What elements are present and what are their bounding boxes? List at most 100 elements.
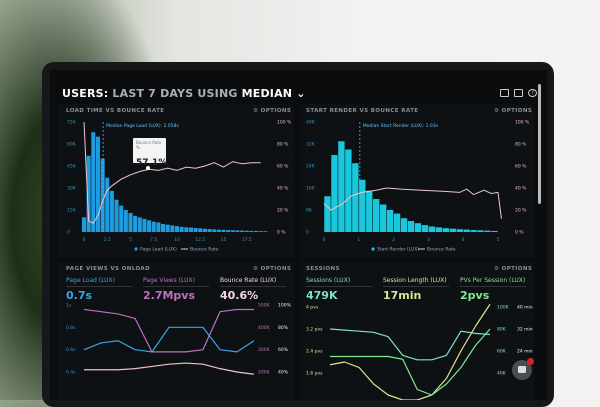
x-tick-label: 5	[497, 237, 500, 243]
share-icon[interactable]	[514, 89, 523, 97]
legend-label: Page Load (LUX)	[140, 247, 177, 253]
x-tick-label: 2	[392, 237, 395, 243]
options-button[interactable]: ⚙ OPTIONS	[494, 266, 533, 272]
notification-badge	[527, 358, 534, 365]
histogram-bar	[366, 190, 373, 232]
scrollbar[interactable]	[538, 84, 541, 204]
stat-label: Bounce Rate (LUX)	[220, 277, 286, 287]
x-tick-label: 17.5	[242, 237, 252, 243]
stat-value: 0.7s	[66, 289, 93, 302]
y-tick-label: 0.6s	[66, 347, 76, 353]
x-tick-label: 15	[221, 237, 227, 243]
stat-value: 2.7Mpvs	[143, 289, 196, 302]
title-using: USING	[197, 87, 238, 100]
histogram-bar	[193, 228, 198, 232]
histogram-bar	[156, 222, 161, 232]
histogram-bar	[207, 229, 212, 232]
histogram-bar	[216, 229, 221, 232]
y3-tick-label: 80%	[278, 325, 289, 331]
y-tick-label: 1.6 pvs	[306, 371, 323, 377]
y-tick-label: 15K	[67, 208, 77, 214]
histogram-bar	[86, 155, 91, 232]
y2-tick-label: 100 %	[515, 120, 530, 126]
histogram-bar	[254, 230, 259, 232]
median-label: Median Start Render (LUX): 1.03s	[363, 123, 439, 129]
bounce-rate-line	[323, 187, 502, 219]
histogram-bar	[174, 226, 180, 232]
series-line	[329, 303, 491, 400]
histogram-bar	[161, 223, 166, 232]
bounce-rate-line	[83, 121, 261, 224]
options-button[interactable]: ⚙ OPTIONS	[253, 266, 292, 272]
histogram-bar	[324, 196, 331, 232]
histogram-bar	[352, 163, 359, 232]
histogram-bar	[128, 212, 133, 232]
monitor-icon[interactable]	[500, 89, 509, 97]
histogram-bar	[230, 230, 235, 232]
stat-value: 40.6%	[220, 289, 259, 302]
x-tick-label: 1	[357, 237, 360, 243]
y2-tick-label: 100K	[497, 305, 510, 311]
options-button[interactable]: ⚙ OPTIONS	[494, 108, 533, 114]
y-tick-label: 8K	[306, 208, 313, 214]
stat-value: 479K	[306, 289, 338, 302]
y-tick-label: 45K	[67, 164, 77, 170]
histogram-bar	[477, 230, 484, 232]
histogram-bar	[119, 205, 124, 232]
y2-tick-label: 200K	[258, 370, 271, 376]
y-tick-label: 30K	[67, 186, 77, 192]
stat-label: Page Views (LUX)	[143, 277, 209, 287]
chat-button[interactable]	[512, 360, 532, 380]
y3-tick-label: 40%	[278, 370, 289, 376]
histogram-bar	[198, 228, 203, 232]
histogram-bar	[109, 190, 114, 232]
histogram-bar	[81, 217, 87, 232]
histogram-bar	[442, 228, 449, 232]
histogram-bar	[137, 217, 142, 232]
chevron-down-icon[interactable]: ⌄	[296, 87, 306, 100]
page-title[interactable]: USERS: LAST 7 DAYS USING MEDIAN ⌄	[62, 87, 306, 100]
x-tick-label: 4	[462, 237, 465, 243]
y-tick-label: 60K	[67, 142, 77, 148]
y-tick-label: 3.2 pvs	[306, 327, 323, 333]
y2-tick-label: 40 %	[277, 186, 289, 192]
y-tick-label: 16K	[306, 186, 316, 192]
histogram-bar	[258, 231, 263, 232]
histogram-bar	[463, 229, 470, 232]
y2-tick-label: 60 %	[515, 164, 527, 170]
y3-tick-label: 100%	[278, 303, 292, 309]
panel-title: PAGE VIEWS VS ONLOAD	[66, 266, 151, 272]
y2-tick-label: 80 %	[515, 142, 527, 148]
y3-tick-label: 32 min	[517, 327, 533, 333]
histogram-bar	[91, 132, 96, 232]
y-tick-label: 1s	[66, 303, 72, 309]
histogram-bar	[338, 141, 345, 232]
histogram-bar	[491, 230, 498, 232]
histogram-bar	[407, 221, 415, 232]
histogram-bar	[400, 218, 408, 232]
y2-tick-label: 100 %	[277, 120, 292, 126]
histogram-bar	[188, 227, 193, 232]
title-stat: MEDIAN	[241, 87, 293, 100]
y2-tick-label: 40 %	[515, 186, 527, 192]
title-prefix: USERS:	[62, 87, 109, 100]
histogram-bar	[449, 228, 456, 232]
options-button[interactable]: ⚙ OPTIONS	[253, 108, 292, 114]
x-tick-label: 0	[323, 237, 326, 243]
x-tick-label: 0	[83, 237, 86, 243]
y-tick-label: 0	[67, 230, 70, 236]
tooltip-point	[146, 166, 150, 170]
stat-label: Page Load (LUX)	[66, 277, 132, 287]
x-tick-label: 12.5	[195, 237, 205, 243]
stat-label: PVs Per Session (LUX)	[460, 277, 526, 287]
series-line	[329, 328, 491, 361]
y-tick-label: 75K	[67, 120, 77, 126]
y-tick-label: 0.8s	[66, 325, 76, 331]
y2-tick-label: 500K	[258, 303, 271, 309]
histogram-bar	[226, 230, 231, 232]
legend-label: Start Render (LUX)	[377, 247, 419, 253]
help-icon[interactable]: ?	[528, 89, 537, 97]
histogram-bar	[184, 227, 189, 232]
histogram-bar	[240, 230, 245, 232]
